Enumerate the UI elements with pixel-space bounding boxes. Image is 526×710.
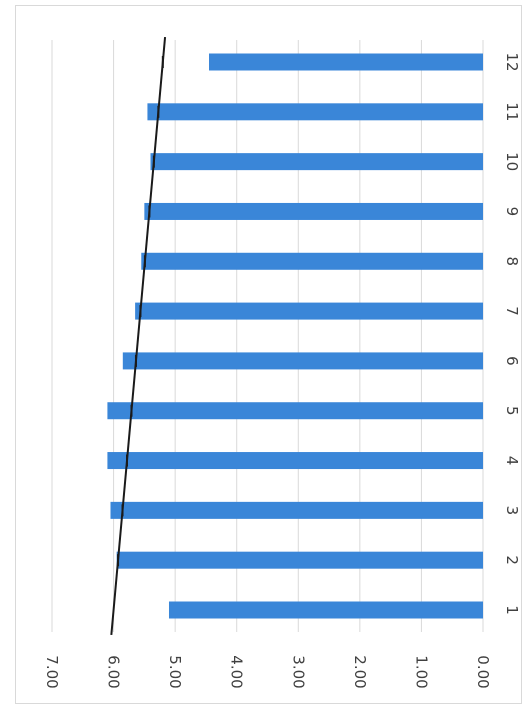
bar bbox=[110, 501, 483, 519]
bar bbox=[168, 601, 483, 619]
bar bbox=[141, 252, 483, 270]
value-tick-label: 4.00 bbox=[228, 655, 246, 688]
value-tick-label: 0.00 bbox=[474, 655, 492, 688]
value-tick-label: 2.00 bbox=[351, 655, 369, 688]
bar bbox=[122, 352, 484, 370]
value-tick-label: 5.00 bbox=[166, 655, 184, 688]
gridlines bbox=[51, 40, 484, 632]
category-tick-label: 9 bbox=[503, 207, 521, 217]
category-tick-label: 4 bbox=[503, 456, 521, 466]
bar bbox=[147, 103, 483, 121]
chart-border bbox=[15, 5, 522, 704]
bar bbox=[135, 302, 483, 320]
bar bbox=[209, 53, 483, 71]
trendline-group bbox=[110, 37, 167, 635]
bar bbox=[116, 551, 484, 569]
value-axis-ticks: 0.00 1.00 2.00 3.00 4.00 5.00 6.00 7.00 bbox=[43, 655, 492, 688]
value-tick-label: 6.00 bbox=[105, 655, 123, 688]
category-tick-label: 5 bbox=[503, 406, 521, 416]
category-tick-label: 3 bbox=[503, 506, 521, 516]
bar bbox=[150, 153, 483, 171]
category-tick-label: 2 bbox=[503, 555, 521, 565]
category-tick-label: 12 bbox=[503, 52, 521, 71]
value-tick-label: 1.00 bbox=[412, 655, 430, 688]
value-tick-label: 7.00 bbox=[43, 655, 61, 688]
bar bbox=[107, 452, 484, 470]
category-tick-label: 1 bbox=[503, 605, 521, 615]
bar bbox=[144, 202, 483, 220]
category-tick-label: 6 bbox=[503, 356, 521, 366]
trendline bbox=[110, 37, 167, 635]
category-tick-label: 11 bbox=[503, 102, 521, 121]
bars bbox=[107, 53, 484, 619]
category-tick-label: 7 bbox=[503, 306, 521, 316]
value-tick-label: 3.00 bbox=[289, 655, 307, 688]
category-tick-label: 8 bbox=[503, 256, 521, 266]
bar bbox=[107, 402, 484, 420]
category-tick-label: 10 bbox=[503, 152, 521, 171]
